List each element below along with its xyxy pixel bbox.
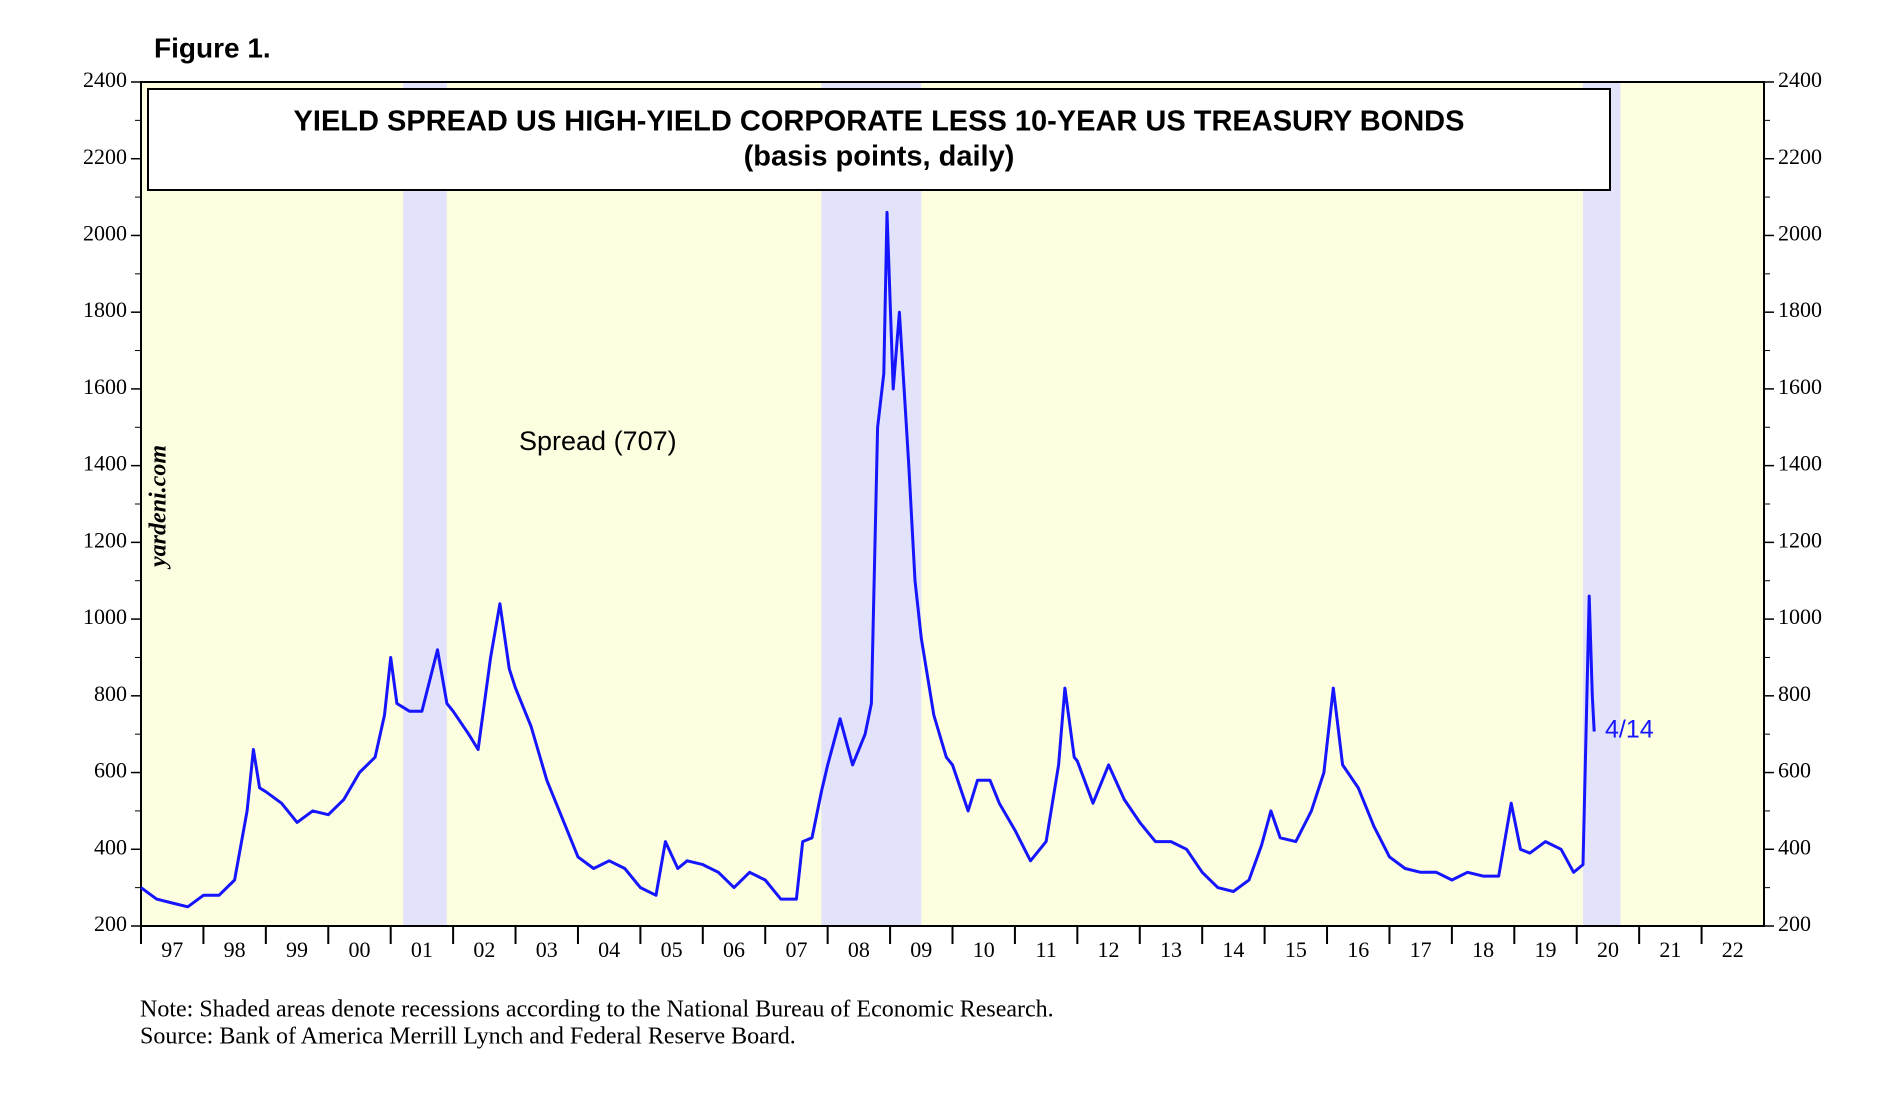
recession-band xyxy=(403,82,447,926)
x-tick-label: 11 xyxy=(1036,937,1057,962)
series-label: Spread (707) xyxy=(519,426,677,456)
y-tick-label: 400 xyxy=(94,834,127,859)
x-tick-label: 22 xyxy=(1722,937,1744,962)
x-tick-label: 04 xyxy=(598,937,620,962)
x-tick-label: 16 xyxy=(1347,937,1369,962)
chart-subtitle: (basis points, daily) xyxy=(744,141,1015,173)
x-tick-label: 13 xyxy=(1160,937,1182,962)
x-tick-label: 06 xyxy=(723,937,745,962)
x-tick-label: 03 xyxy=(536,937,558,962)
y-tick-label: 1600 xyxy=(83,374,127,399)
x-tick-label: 98 xyxy=(224,937,246,962)
note: Source: Bank of America Merrill Lynch an… xyxy=(140,1024,796,1050)
y-tick-label: 1400 xyxy=(83,451,127,476)
x-tick-label: 02 xyxy=(473,937,495,962)
series-line xyxy=(140,210,1596,909)
y-tick-label: 1200 xyxy=(83,527,127,552)
y2-tick-label: 2200 xyxy=(1778,144,1822,169)
x-tick-label: 17 xyxy=(1410,937,1432,962)
x-tick-label: 14 xyxy=(1222,937,1244,962)
end-date-annotation: 4/14 xyxy=(1605,716,1654,744)
y2-tick-label: 1200 xyxy=(1778,527,1822,552)
y2-tick-label: 1800 xyxy=(1778,297,1822,322)
y2-tick-label: 2400 xyxy=(1778,67,1822,92)
x-tick-label: 01 xyxy=(411,937,433,962)
y2-tick-label: 1400 xyxy=(1778,451,1822,476)
recession-band xyxy=(821,82,922,926)
x-tick-label: 19 xyxy=(1535,937,1557,962)
plot-area xyxy=(141,82,1764,926)
recession-band xyxy=(1582,82,1621,926)
x-tick-label: 08 xyxy=(848,937,870,962)
title-box xyxy=(147,88,1611,191)
x-tick-label: 05 xyxy=(661,937,683,962)
y-tick-label: 800 xyxy=(94,681,127,706)
x-tick-label: 07 xyxy=(785,937,807,962)
chart-title: YIELD SPREAD US HIGH-YIELD CORPORATE LES… xyxy=(294,106,1465,138)
y-tick-label: 1000 xyxy=(83,604,127,629)
watermark: yardeni.com xyxy=(146,445,172,570)
x-tick-label: 09 xyxy=(910,937,932,962)
y-tick-label: 2200 xyxy=(83,144,127,169)
x-tick-label: 10 xyxy=(973,937,995,962)
note: Note: Shaded areas denote recessions acc… xyxy=(140,997,1054,1023)
x-tick-label: 18 xyxy=(1472,937,1494,962)
y2-tick-label: 800 xyxy=(1778,681,1811,706)
y2-tick-label: 1000 xyxy=(1778,604,1822,629)
x-tick-label: 20 xyxy=(1597,937,1619,962)
x-tick-label: 99 xyxy=(286,937,308,962)
y2-tick-label: 200 xyxy=(1778,911,1811,936)
figure-label: Figure 1. xyxy=(154,32,271,63)
x-tick-label: 15 xyxy=(1285,937,1307,962)
x-tick-label: 00 xyxy=(348,937,370,962)
x-tick-label: 12 xyxy=(1098,937,1120,962)
y2-tick-label: 400 xyxy=(1778,834,1811,859)
y-tick-label: 2000 xyxy=(83,221,127,246)
x-tick-label: 21 xyxy=(1659,937,1681,962)
y-tick-label: 600 xyxy=(94,758,127,783)
y2-tick-label: 600 xyxy=(1778,758,1811,783)
y-tick-label: 200 xyxy=(94,911,127,936)
y-tick-label: 2400 xyxy=(83,67,127,92)
x-tick-label: 97 xyxy=(161,937,183,962)
y2-tick-label: 1600 xyxy=(1778,374,1822,399)
y2-tick-label: 2000 xyxy=(1778,221,1822,246)
y-tick-label: 1800 xyxy=(83,297,127,322)
